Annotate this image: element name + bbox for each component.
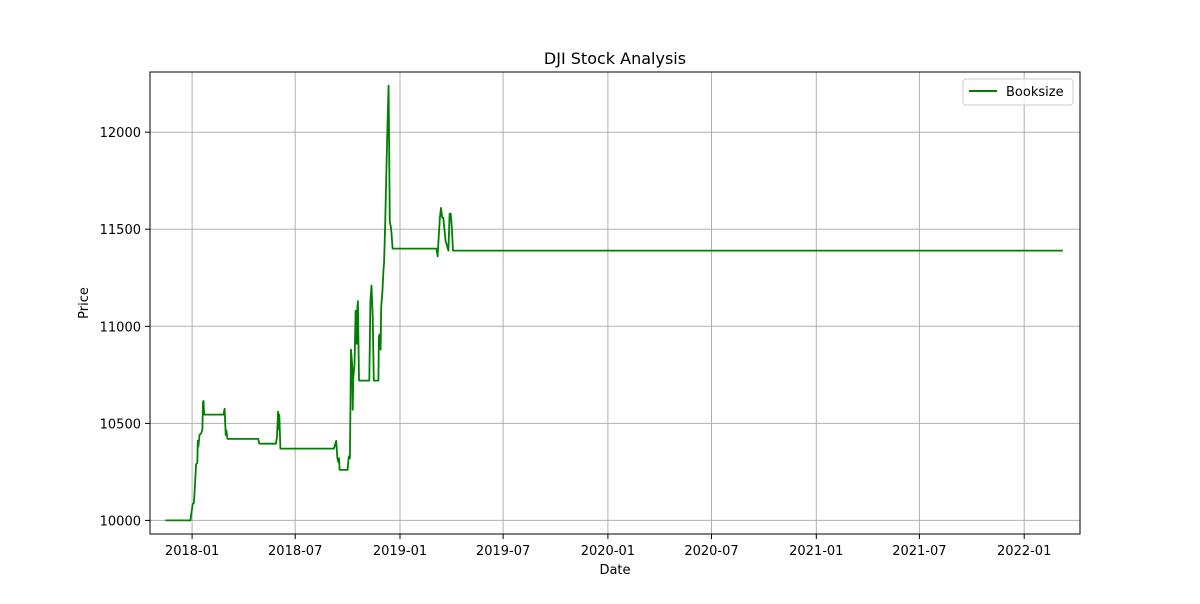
x-tick-label: 2020-01 bbox=[581, 544, 635, 559]
y-axis-label: Price bbox=[77, 287, 92, 319]
legend-label-booksize: Booksize bbox=[1006, 85, 1064, 100]
x-tick-label: 2021-07 bbox=[892, 544, 946, 559]
chart-title: DJI Stock Analysis bbox=[544, 49, 686, 68]
x-axis-label: Date bbox=[599, 563, 630, 578]
plot-frame bbox=[149, 71, 1081, 535]
y-tick-label: 10000 bbox=[100, 514, 141, 529]
x-tick-label: 2019-01 bbox=[373, 544, 427, 559]
axis-ticks: 2018-01 2018-07 2019-01 2019-07 2020-01 2020-… bbox=[100, 126, 1052, 559]
grid-lines bbox=[150, 72, 1080, 534]
x-tick-label: 2018-07 bbox=[268, 544, 322, 559]
legend-box bbox=[962, 78, 1074, 106]
y-tick-label: 11500 bbox=[100, 223, 141, 238]
legend: Booksize bbox=[962, 78, 1074, 106]
x-tick-label: 2021-01 bbox=[789, 544, 843, 559]
y-tick-label: 12000 bbox=[100, 126, 141, 141]
x-tick-label: 2018-01 bbox=[165, 544, 219, 559]
x-tick-label: 2019-07 bbox=[476, 544, 530, 559]
x-tick-label: 2022-01 bbox=[997, 544, 1051, 559]
series-line-booksize bbox=[165, 84, 1063, 522]
x-tick-label: 2020-07 bbox=[684, 544, 738, 559]
series-lines bbox=[165, 84, 1063, 522]
y-tick-label: 10500 bbox=[100, 417, 141, 432]
y-tick-label: 11000 bbox=[100, 320, 141, 335]
